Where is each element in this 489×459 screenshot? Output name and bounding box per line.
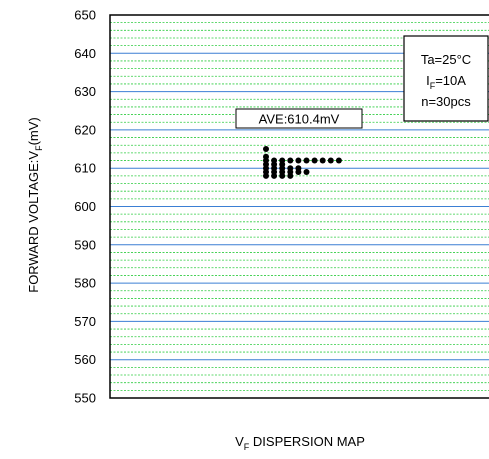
data-point bbox=[335, 157, 342, 164]
y-tick-label: 590 bbox=[74, 237, 96, 252]
data-point bbox=[319, 157, 326, 164]
y-tick-label: 630 bbox=[74, 84, 96, 99]
y-axis-title-sub: F bbox=[34, 145, 44, 151]
data-points bbox=[263, 146, 342, 179]
y-tick-label: 600 bbox=[74, 199, 96, 214]
conditions-line: n=30pcs bbox=[421, 94, 471, 109]
average-annotation-box bbox=[235, 108, 363, 129]
y-tick-label: 570 bbox=[74, 314, 96, 329]
data-point bbox=[263, 172, 269, 179]
data-point bbox=[287, 172, 294, 179]
data-point bbox=[271, 172, 278, 179]
data-point bbox=[263, 146, 269, 153]
y-tick-label: 610 bbox=[74, 161, 96, 176]
x-axis-title-rest: DISPERSION MAP bbox=[249, 434, 365, 449]
y-axis-title-rest: (mV) bbox=[26, 117, 41, 145]
data-point bbox=[303, 169, 310, 176]
y-tick-label: 640 bbox=[74, 46, 96, 61]
average-annotation-text: AVE:610.4mV bbox=[259, 112, 340, 127]
y-tick-label: 650 bbox=[74, 8, 96, 23]
x-axis-title-sub: F bbox=[244, 442, 250, 452]
data-point bbox=[287, 157, 294, 164]
y-tick-label: 560 bbox=[74, 352, 96, 367]
y-tick-label: 620 bbox=[74, 122, 96, 137]
data-point bbox=[279, 172, 286, 179]
conditions-annotation-box bbox=[403, 35, 489, 122]
data-point bbox=[295, 169, 302, 176]
conditions-annotation-lines: Ta=25°C IF=10A n=30pcs bbox=[421, 52, 471, 109]
conditions-line: IF=10A bbox=[426, 73, 466, 91]
y-tick-label: 580 bbox=[74, 276, 96, 291]
x-axis-title: VF DISPERSION MAP bbox=[235, 434, 365, 452]
data-point bbox=[295, 157, 302, 164]
data-point bbox=[303, 157, 310, 164]
y-axis-tick-labels: 550 560 570 580 590 600 610 620 630 640 650 bbox=[74, 8, 96, 406]
data-point bbox=[311, 157, 318, 164]
y-axis-title-main: FORWARD VOLTAGE:V bbox=[26, 151, 41, 293]
conditions-annotation: Ta=25°C IF=10A n=30pcs bbox=[403, 35, 489, 122]
x-axis-title-main: V bbox=[235, 434, 244, 449]
data-point bbox=[327, 157, 334, 164]
y-axis-title: FORWARD VOLTAGE:VF(mV) bbox=[26, 117, 44, 293]
y-tick-label: 550 bbox=[74, 391, 96, 406]
plot-frame bbox=[109, 14, 489, 399]
conditions-line: Ta=25°C bbox=[421, 52, 471, 67]
average-annotation: AVE:610.4mV bbox=[235, 108, 363, 129]
